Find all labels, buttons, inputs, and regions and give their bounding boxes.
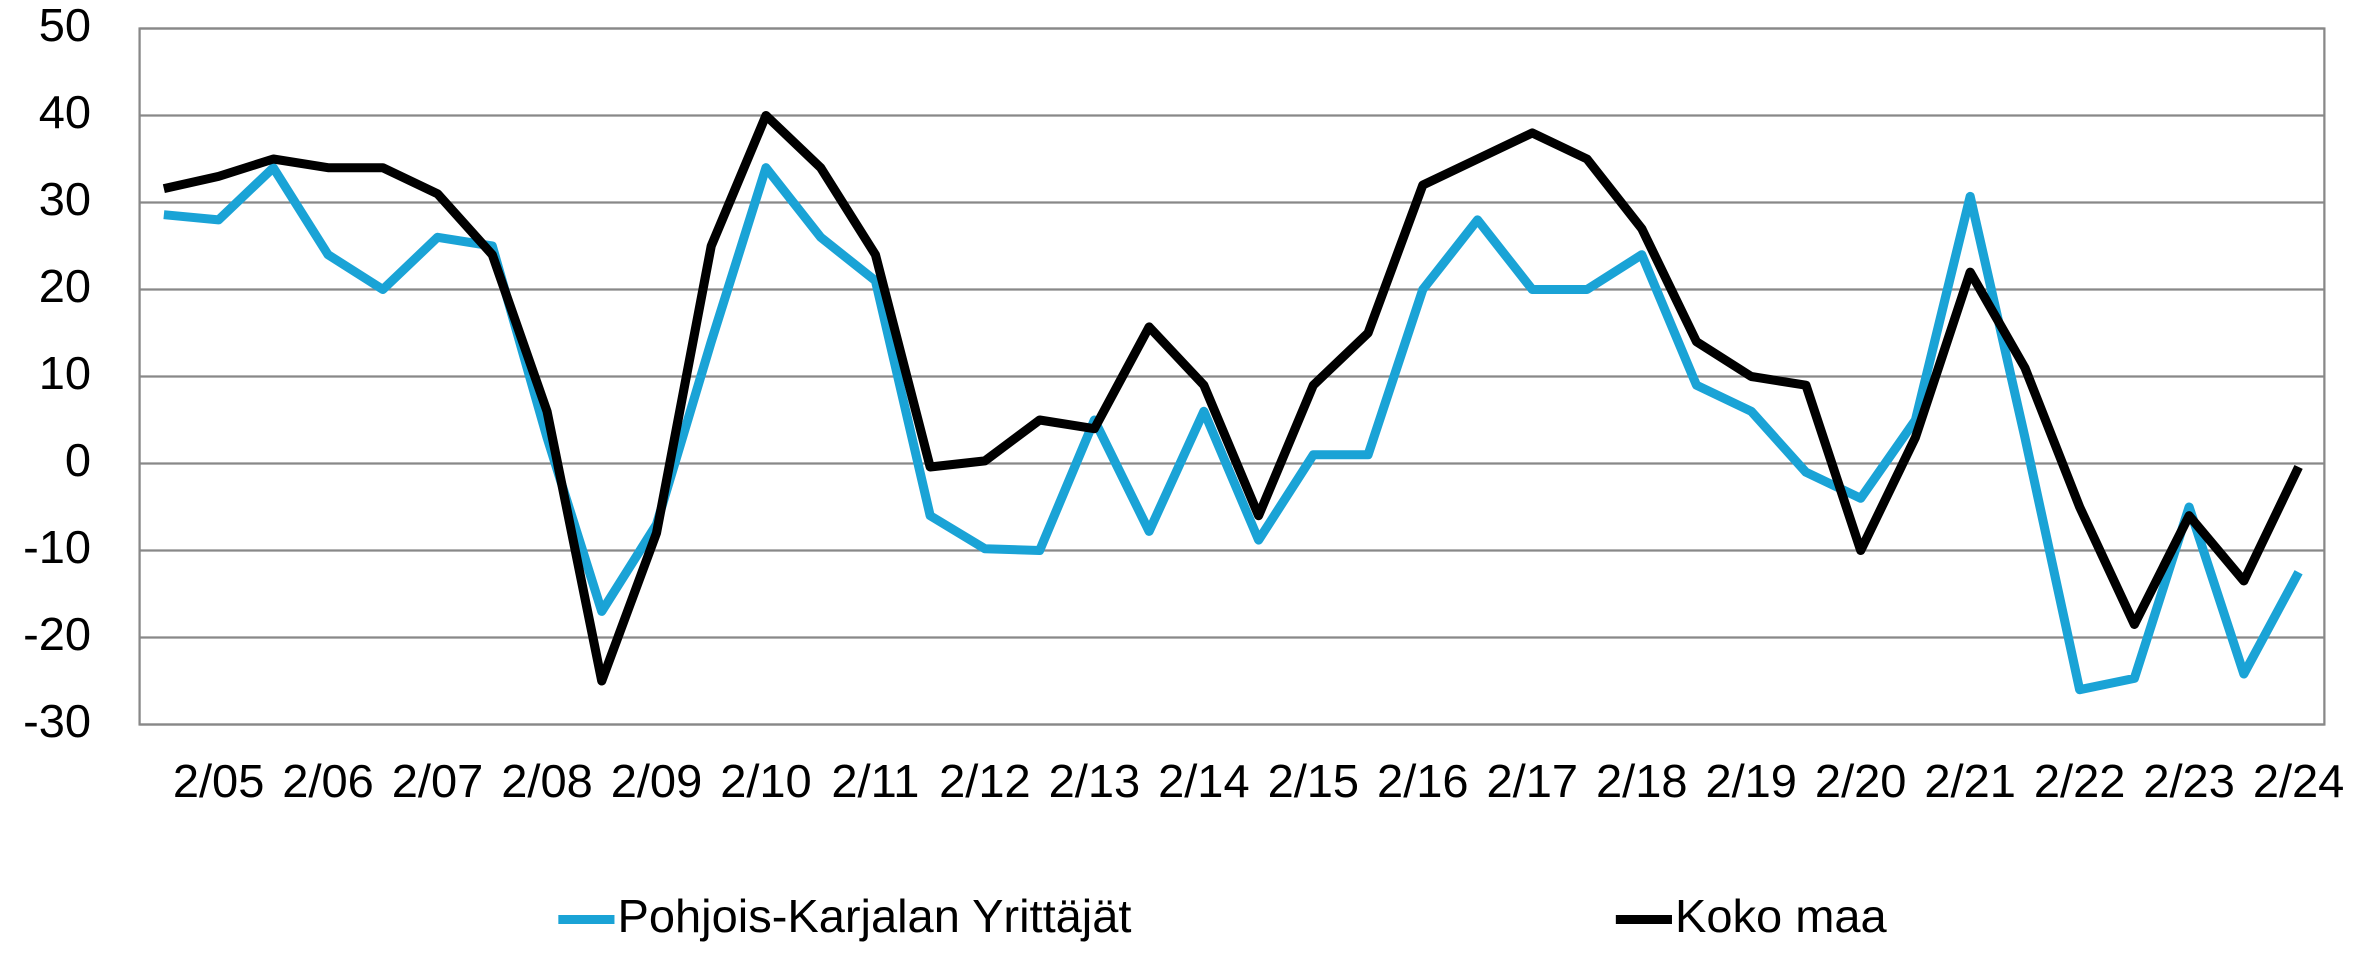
legend-label: Pohjois-Karjalan Yrittäjät — [618, 890, 1132, 942]
y-tick-label: 20 — [39, 260, 91, 312]
x-tick-label: 2/24 — [2253, 755, 2345, 807]
x-tick-label: 2/22 — [2034, 755, 2126, 807]
x-tick-label: 2/06 — [282, 755, 374, 807]
x-tick-label: 2/15 — [1268, 755, 1360, 807]
y-tick-label: 50 — [39, 0, 91, 51]
x-tick-label: 2/23 — [2143, 755, 2235, 807]
y-tick-label: 40 — [39, 86, 91, 138]
plot-border — [138, 27, 2326, 726]
x-tick-label: 2/14 — [1158, 755, 1250, 807]
x-tick-label: 2/05 — [173, 755, 265, 807]
y-tick-label: 30 — [39, 173, 91, 225]
legend-label: Koko maa — [1675, 890, 1887, 942]
y-tick-label: -20 — [23, 608, 91, 660]
x-tick-label: 2/21 — [1924, 755, 2016, 807]
x-tick-label: 2/12 — [939, 755, 1031, 807]
y-tick-label: -30 — [23, 695, 91, 747]
x-tick-label: 2/19 — [1705, 755, 1797, 807]
y-tick-label: 0 — [65, 434, 91, 486]
x-tick-label: 2/13 — [1049, 755, 1141, 807]
x-tick-label: 2/07 — [392, 755, 484, 807]
x-tick-label: 2/09 — [611, 755, 703, 807]
y-tick-label: 10 — [39, 347, 91, 399]
x-tick-label: 2/10 — [720, 755, 812, 807]
x-tick-label: 2/18 — [1596, 755, 1688, 807]
x-tick-label: 2/16 — [1377, 755, 1469, 807]
x-tick-label: 2/11 — [831, 755, 919, 807]
x-tick-label: 2/17 — [1487, 755, 1579, 807]
x-tick-label: 2/20 — [1815, 755, 1907, 807]
series-line — [162, 111, 2303, 686]
x-tick-label: 2/08 — [501, 755, 593, 807]
y-tick-label: -10 — [23, 521, 91, 573]
